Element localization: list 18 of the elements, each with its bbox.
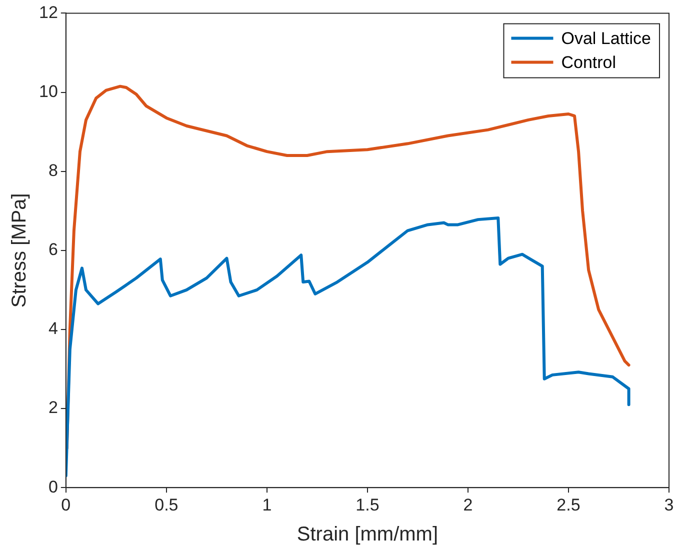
y-tick-label: 0 bbox=[48, 477, 58, 496]
y-tick-label: 8 bbox=[48, 161, 58, 180]
x-axis-title: Strain [mm/mm] bbox=[296, 524, 438, 546]
y-tick-label: 12 bbox=[38, 2, 58, 22]
y-axis-title: Stress [MPa] bbox=[8, 193, 31, 308]
legend-label: Control bbox=[561, 52, 616, 72]
x-tick-label: 3 bbox=[664, 495, 674, 514]
x-tick-label: 0.5 bbox=[154, 495, 178, 514]
legend-label: Oval Lattice bbox=[561, 28, 651, 48]
x-tick-label: 0 bbox=[61, 495, 71, 514]
x-tick-label: 2.5 bbox=[556, 495, 580, 514]
y-tick-label: 4 bbox=[48, 319, 58, 338]
y-tick-label: 2 bbox=[48, 398, 58, 418]
y-tick-label: 6 bbox=[48, 240, 58, 260]
x-tick-label: 2 bbox=[463, 495, 473, 514]
x-tick-label: 1 bbox=[262, 495, 272, 514]
x-tick-label: 1.5 bbox=[356, 495, 380, 514]
y-tick-label: 10 bbox=[38, 82, 58, 101]
